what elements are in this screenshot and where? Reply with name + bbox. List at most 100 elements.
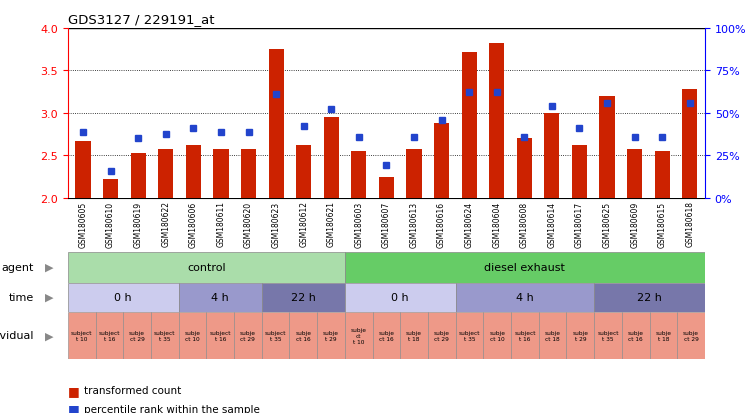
Bar: [627, 150, 642, 198]
Bar: [345, 252, 705, 283]
Text: subje
ct 16: subje ct 16: [628, 330, 644, 341]
Bar: [434, 124, 449, 198]
Bar: [599, 97, 615, 198]
Bar: [654, 152, 670, 198]
Bar: [151, 312, 179, 359]
Text: GSM180611: GSM180611: [216, 201, 225, 247]
Bar: [158, 150, 173, 198]
Text: GSM180615: GSM180615: [657, 201, 667, 247]
Text: time: time: [9, 292, 34, 302]
Bar: [511, 312, 539, 359]
Text: GSM180603: GSM180603: [354, 201, 363, 247]
Text: subje
t 29: subje t 29: [323, 330, 339, 341]
Bar: [572, 146, 587, 198]
Text: subje
t 18: subje t 18: [406, 330, 422, 341]
Text: GSM180612: GSM180612: [299, 201, 308, 247]
Text: 0 h: 0 h: [115, 292, 132, 302]
Bar: [345, 283, 455, 312]
Text: 4 h: 4 h: [211, 292, 229, 302]
Bar: [296, 146, 311, 198]
Bar: [68, 283, 179, 312]
Text: subject
t 16: subject t 16: [210, 330, 231, 341]
Text: subje
ct 16: subje ct 16: [296, 330, 311, 341]
Bar: [461, 52, 477, 198]
Bar: [372, 312, 400, 359]
Bar: [516, 139, 532, 198]
Text: GSM180624: GSM180624: [464, 201, 474, 247]
Text: 22 h: 22 h: [637, 292, 662, 302]
Text: 22 h: 22 h: [291, 292, 316, 302]
Bar: [234, 312, 262, 359]
Text: GSM180608: GSM180608: [520, 201, 529, 247]
Text: GDS3127 / 229191_at: GDS3127 / 229191_at: [68, 13, 214, 26]
Text: GSM180610: GSM180610: [106, 201, 115, 247]
Text: subje
ct 29: subje ct 29: [434, 330, 450, 341]
Text: subje
ct 10: subje ct 10: [185, 330, 201, 341]
Text: agent: agent: [2, 262, 34, 273]
Bar: [650, 312, 677, 359]
Bar: [268, 50, 284, 198]
Text: GSM180604: GSM180604: [492, 201, 501, 247]
Bar: [544, 114, 559, 198]
Bar: [455, 312, 483, 359]
Text: ■: ■: [68, 402, 80, 413]
Bar: [682, 90, 697, 198]
Bar: [179, 283, 262, 312]
Bar: [75, 142, 90, 198]
Bar: [428, 312, 455, 359]
Text: GSM180606: GSM180606: [188, 201, 198, 247]
Bar: [213, 150, 228, 198]
Bar: [379, 177, 394, 198]
Bar: [489, 44, 504, 198]
Text: diesel exhaust: diesel exhaust: [485, 262, 566, 273]
Bar: [351, 152, 366, 198]
Text: GSM180620: GSM180620: [244, 201, 253, 247]
Text: subje
ct 29: subje ct 29: [240, 330, 256, 341]
Bar: [539, 312, 566, 359]
Text: GSM180616: GSM180616: [437, 201, 446, 247]
Bar: [96, 312, 123, 359]
Bar: [68, 252, 345, 283]
Bar: [406, 150, 421, 198]
Text: subje
ct 16: subje ct 16: [379, 330, 394, 341]
Text: GSM180621: GSM180621: [326, 201, 336, 247]
Bar: [262, 283, 345, 312]
Text: subject
t 35: subject t 35: [597, 330, 619, 341]
Text: individual: individual: [0, 330, 34, 341]
Bar: [290, 312, 317, 359]
Text: GSM180622: GSM180622: [161, 201, 170, 247]
Bar: [68, 312, 96, 359]
Text: subje
ct 10: subje ct 10: [489, 330, 505, 341]
Bar: [594, 312, 622, 359]
Bar: [185, 146, 201, 198]
Bar: [123, 312, 151, 359]
Bar: [677, 312, 705, 359]
Bar: [455, 283, 594, 312]
Text: subje
t 18: subje t 18: [655, 330, 672, 341]
Text: GSM180625: GSM180625: [602, 201, 611, 247]
Text: control: control: [187, 262, 225, 273]
Text: GSM180623: GSM180623: [271, 201, 280, 247]
Text: subje
ct 18: subje ct 18: [544, 330, 561, 341]
Text: ▶: ▶: [45, 292, 54, 302]
Bar: [179, 312, 207, 359]
Text: 0 h: 0 h: [391, 292, 409, 302]
Text: GSM180605: GSM180605: [78, 201, 87, 247]
Text: ▶: ▶: [45, 262, 54, 273]
Text: subje
t 29: subje t 29: [572, 330, 588, 341]
Text: GSM180614: GSM180614: [547, 201, 556, 247]
Bar: [130, 153, 146, 198]
Text: subje
ct 29: subje ct 29: [683, 330, 699, 341]
Text: subject
t 35: subject t 35: [458, 330, 480, 341]
Text: GSM180607: GSM180607: [382, 201, 391, 247]
Text: GSM180609: GSM180609: [630, 201, 639, 247]
Text: GSM180619: GSM180619: [133, 201, 143, 247]
Bar: [323, 118, 339, 198]
Text: GSM180617: GSM180617: [575, 201, 584, 247]
Bar: [103, 180, 118, 198]
Text: subje
ct
t 10: subje ct t 10: [351, 327, 366, 344]
Text: ▶: ▶: [45, 330, 54, 341]
Bar: [345, 312, 372, 359]
Bar: [262, 312, 290, 359]
Text: percentile rank within the sample: percentile rank within the sample: [84, 404, 260, 413]
